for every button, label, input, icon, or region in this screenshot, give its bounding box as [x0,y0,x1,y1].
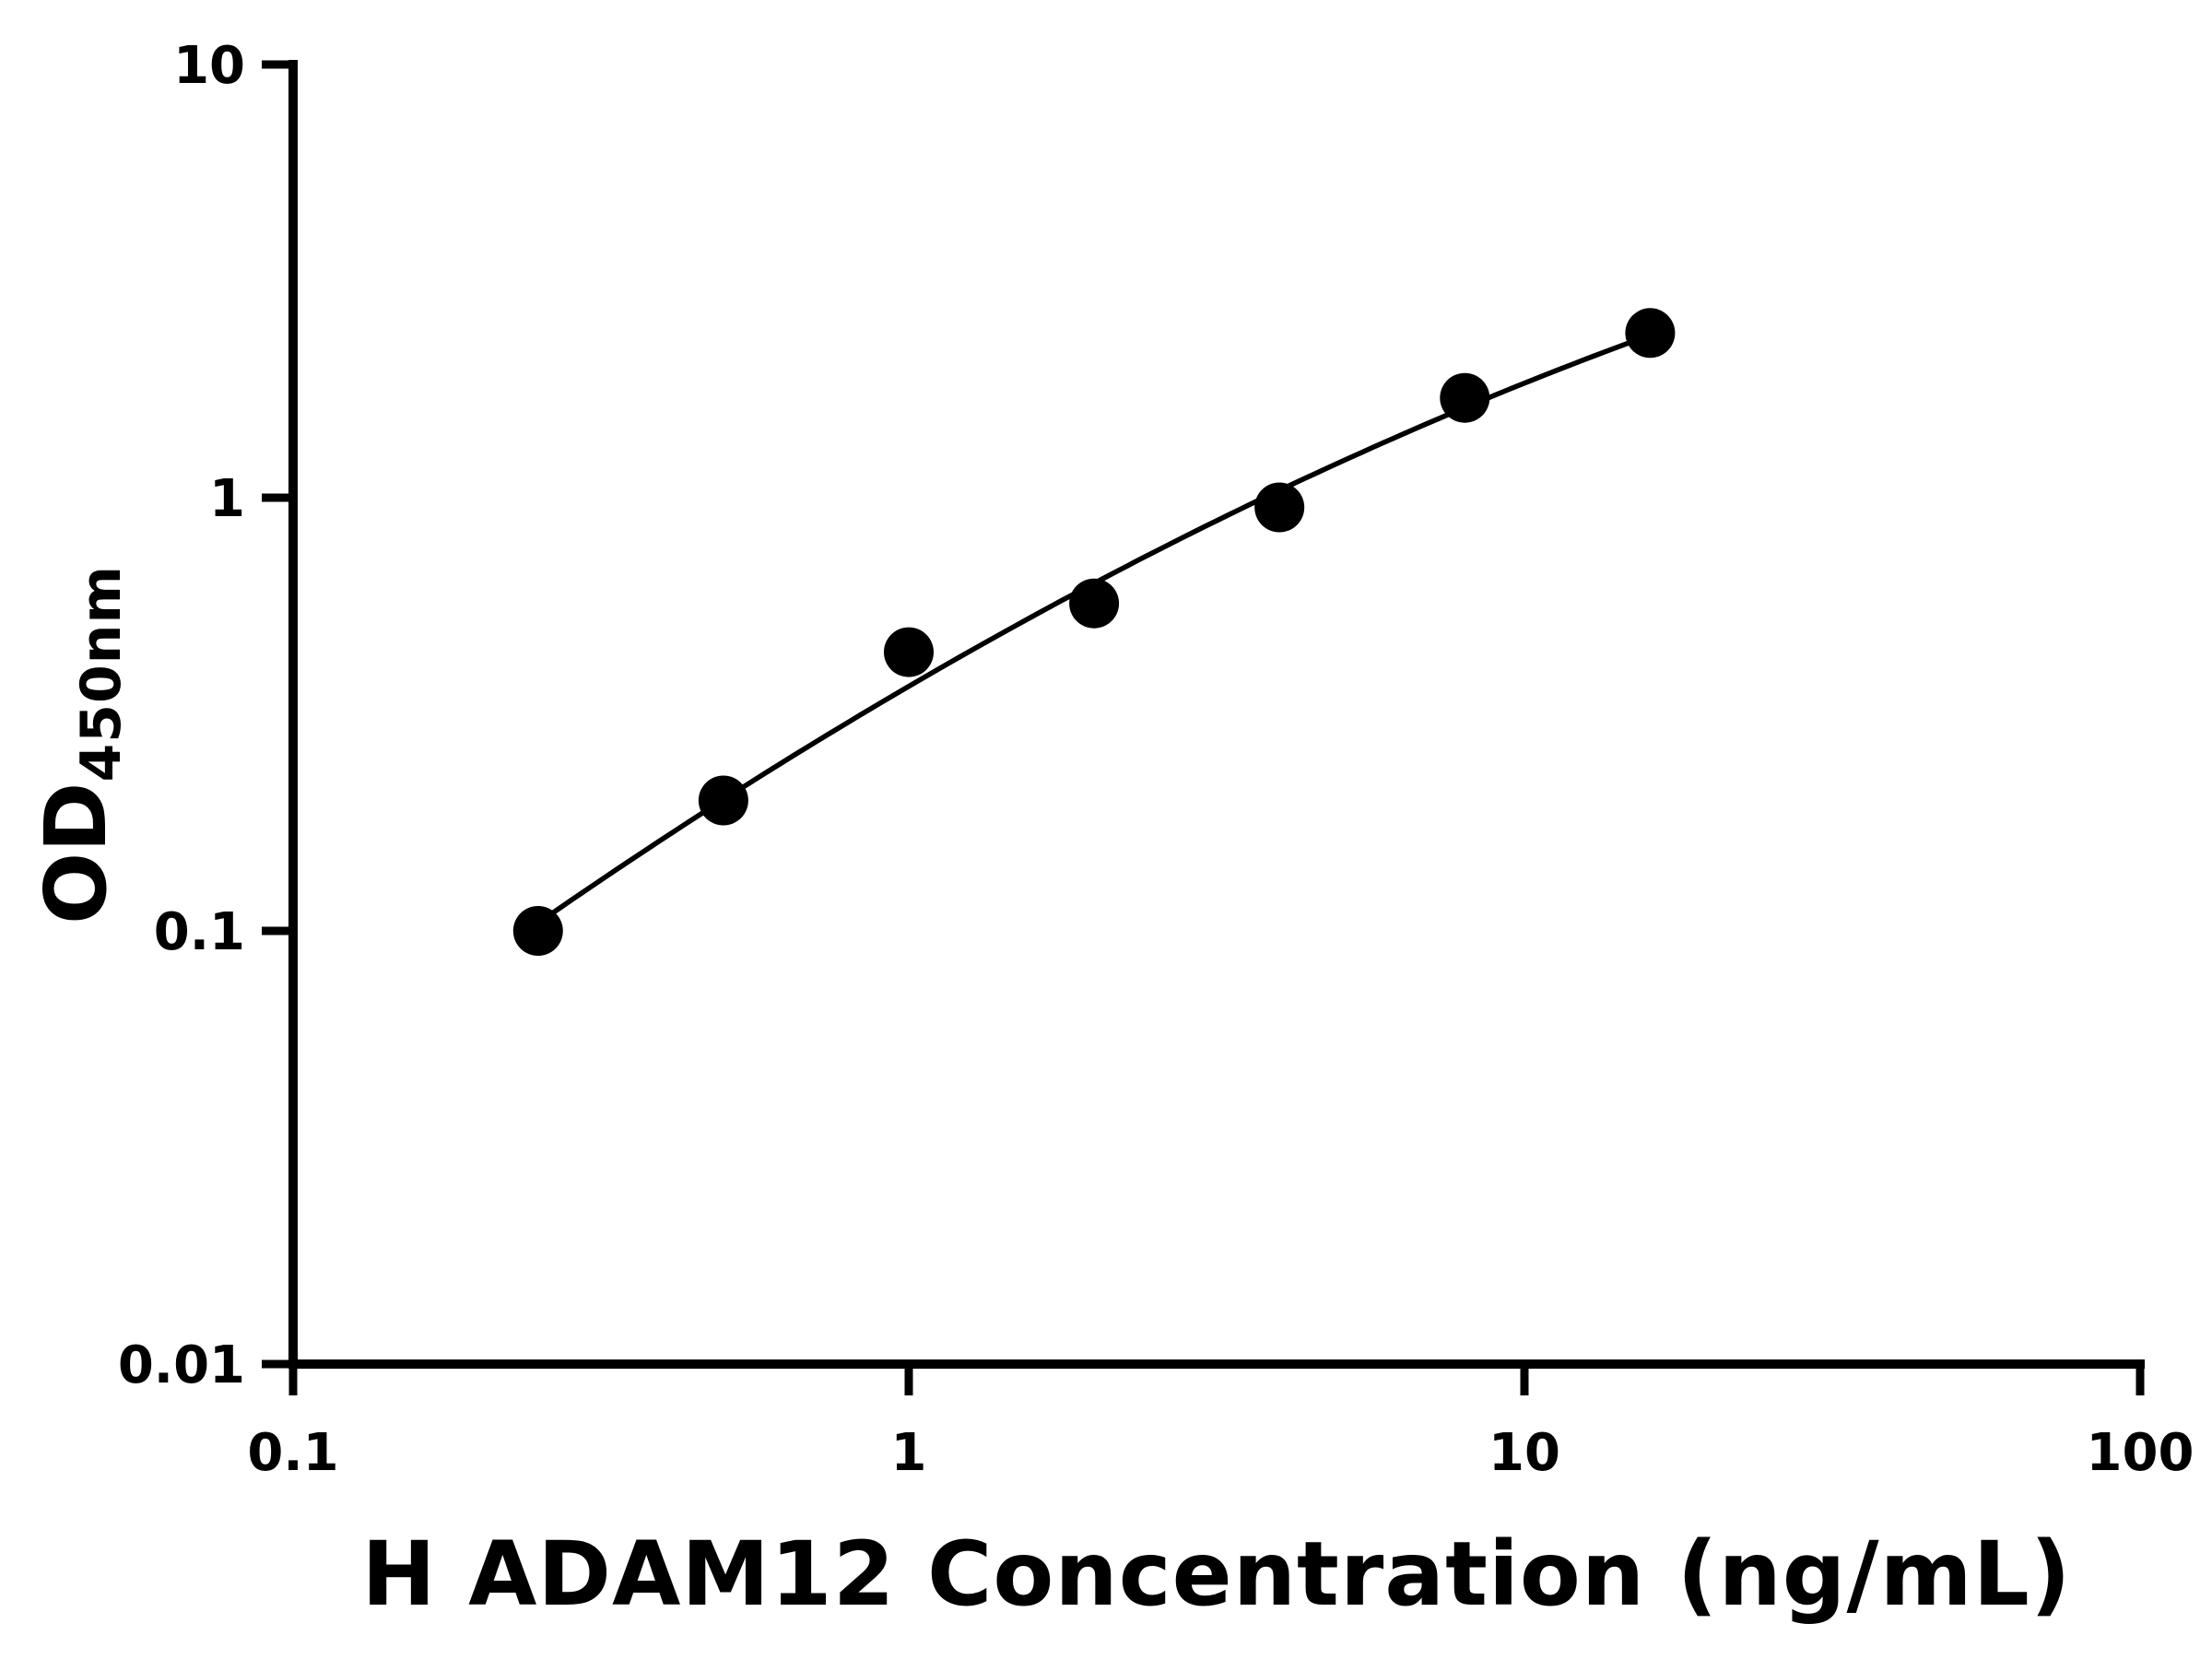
data-point [1254,482,1305,533]
y-tick-label: 1 [209,469,245,529]
y-axis-title-main: OD [27,782,125,925]
x-tick-label: 1 [891,1423,927,1483]
y-tick-label: 10 [173,36,245,96]
x-axis-title: H ADAM12 Concentration (ng/mL) [361,1523,2072,1626]
fit-curve [536,332,1652,925]
data-point [512,906,563,956]
data-point [884,627,934,677]
x-tick-label: 100 [2087,1423,2194,1483]
y-tick-label: 0.1 [154,902,245,962]
y-tick-label: 0.01 [118,1335,245,1395]
x-tick-label: 10 [1488,1423,1560,1483]
data-point [1069,578,1120,629]
axes-spine [288,60,2145,1369]
data-point [1440,372,1490,423]
y-axis-title-subscript: 450nm [69,564,134,782]
x-tick-label: 0.1 [247,1423,338,1483]
y-axis-title: OD450nm [27,547,134,943]
data-point [1625,308,1676,359]
data-point [698,775,748,826]
